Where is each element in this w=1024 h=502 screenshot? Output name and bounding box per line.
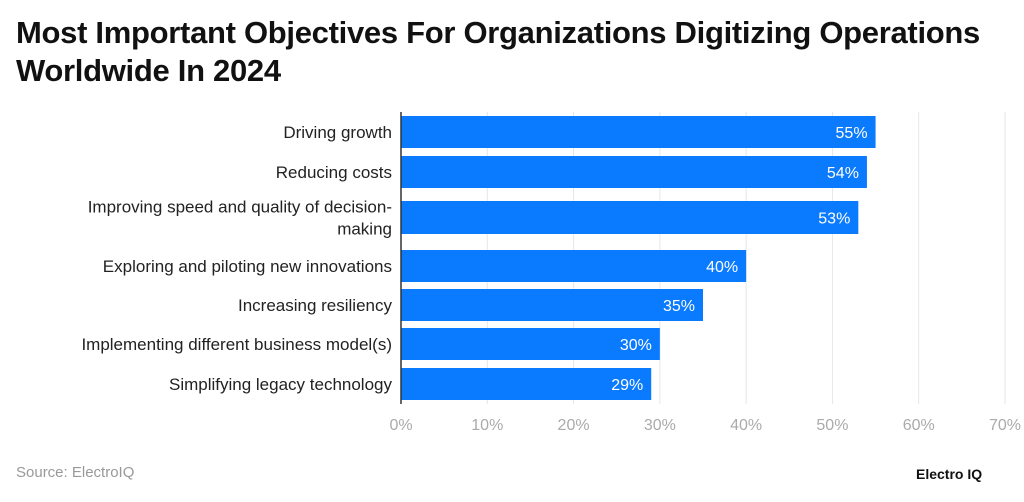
data-label: 55% [836,125,868,142]
category-label: Increasing resiliency [238,296,393,315]
x-tick-label: 70% [989,417,1021,434]
data-label: 35% [663,298,695,315]
chart-title: Most Important Objectives For Organizati… [16,15,980,88]
category-label: Improving speed and quality of decision- [88,198,392,217]
x-tick-label: 0% [389,417,412,434]
category-label: making [337,220,392,239]
bar [401,156,867,188]
bar [401,250,747,282]
brand-logo: Electro IQ [916,466,983,482]
x-tick-label: 10% [471,417,503,434]
bar [401,201,859,234]
data-label: 53% [818,211,850,228]
x-tick-label: 60% [903,417,935,434]
source-note: Source: ElectroIQ [16,464,135,481]
category-label: Simplifying legacy technology [169,375,393,394]
bar [401,368,652,400]
x-tick-label: 50% [816,417,848,434]
bar [401,116,876,148]
bar [401,289,703,321]
bar [401,328,660,360]
data-label: 29% [611,377,643,394]
x-tick-label: 20% [558,417,590,434]
category-label: Exploring and piloting new innovations [103,257,392,276]
category-label: Reducing costs [276,163,392,182]
category-label: Implementing different business model(s) [81,335,392,354]
data-label: 40% [706,259,738,276]
data-label: 54% [827,165,859,182]
data-label: 30% [620,337,652,354]
x-tick-label: 40% [730,417,762,434]
category-label: Driving growth [283,123,392,142]
x-tick-label: 30% [644,417,676,434]
